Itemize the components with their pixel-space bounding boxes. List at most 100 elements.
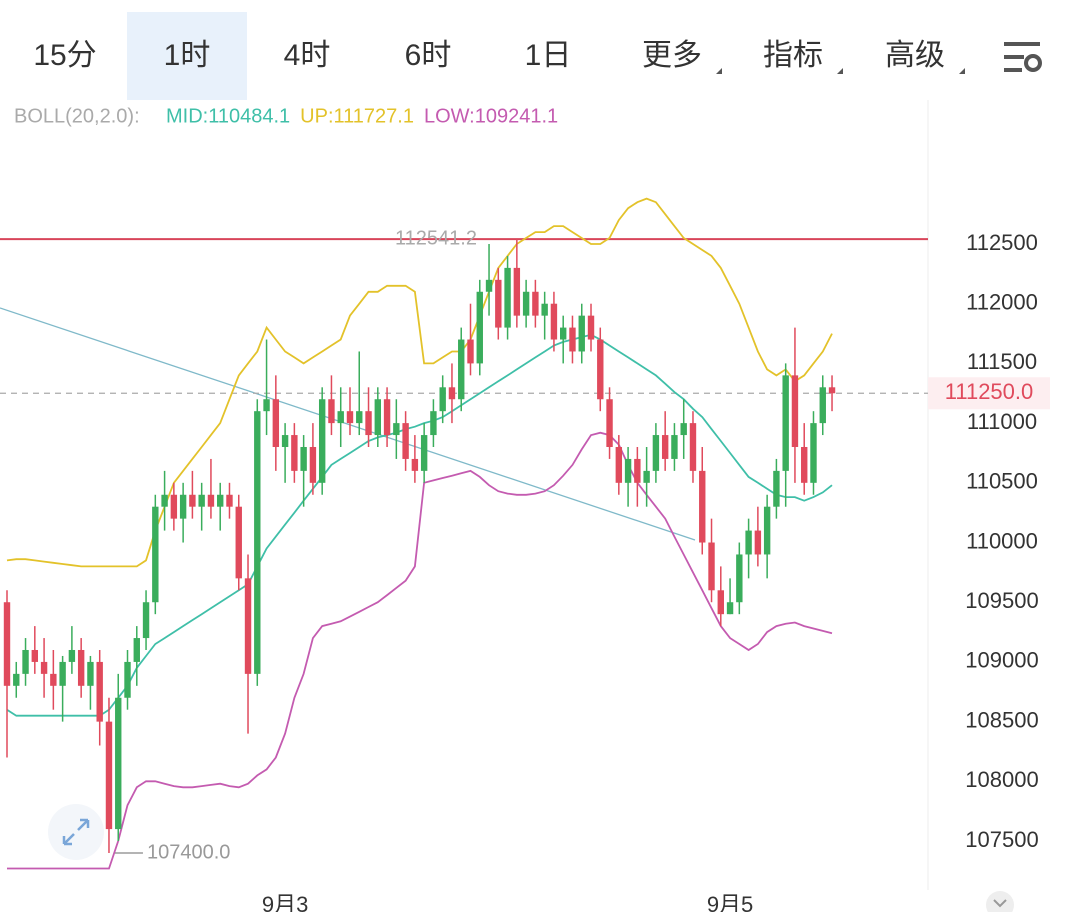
candle-body: [226, 494, 233, 507]
candle-body: [179, 494, 187, 519]
candle-body: [374, 399, 381, 436]
candle-body: [235, 506, 242, 579]
candle-body: [578, 315, 585, 352]
candle-body: [346, 411, 354, 424]
candle-body: [328, 399, 335, 424]
candle-body: [828, 387, 836, 394]
trend-line: [0, 307, 696, 541]
tab[interactable]: 高级: [885, 39, 945, 72]
candle-body: [801, 446, 808, 483]
band-line: [6, 333, 833, 717]
candle-body: [77, 649, 85, 686]
candle-body: [476, 291, 483, 364]
candle-body: [40, 661, 48, 674]
candle-body: [170, 494, 178, 519]
candle-body: [337, 411, 344, 424]
candle-body: [541, 303, 548, 316]
candle-body: [272, 399, 280, 447]
candle-body: [161, 494, 168, 507]
candle-body: [142, 602, 150, 639]
tab[interactable]: 15分: [33, 39, 96, 72]
candle-body: [291, 435, 298, 471]
candle-body: [50, 673, 57, 686]
tab[interactable]: 4时: [284, 39, 331, 72]
candle-body: [68, 649, 76, 662]
tab[interactable]: 6时: [405, 39, 452, 72]
legend-entry: LOW:109241.1: [424, 105, 558, 127]
candle-body: [810, 423, 817, 483]
candle-body: [402, 423, 409, 459]
candle-body: [597, 339, 604, 400]
candle-body: [652, 435, 660, 471]
candle-body: [736, 554, 743, 603]
high-label: 112541.2: [395, 227, 477, 249]
low-marker-label: 107400.0: [147, 841, 230, 863]
candle-body: [495, 279, 502, 328]
y-tick-label: 111500: [967, 349, 1037, 374]
candle-body: [430, 411, 437, 436]
candle-body: [726, 602, 734, 615]
candle-body: [745, 530, 752, 555]
candle-body: [420, 435, 428, 471]
tab[interactable]: 1时: [164, 39, 211, 72]
indicator-title: BOLL(20,2.0):: [14, 105, 140, 127]
candle-body: [671, 435, 678, 459]
candle-body: [318, 399, 326, 483]
candle-body: [13, 673, 20, 686]
candle-body: [244, 578, 252, 674]
scroll-icon[interactable]: [986, 891, 1014, 912]
dropdown-caret: [837, 68, 843, 74]
y-tick-label: 110500: [966, 469, 1038, 494]
candle-body: [281, 435, 289, 447]
candle-body: [356, 411, 363, 424]
y-tick-label: 107500: [965, 827, 1038, 852]
candle-body: [689, 423, 697, 471]
candle-body: [467, 339, 474, 364]
candle-body: [717, 590, 724, 615]
candle-body: [448, 387, 456, 400]
candle-body: [87, 661, 94, 686]
candle-body: [485, 279, 493, 292]
x-tick-label: 9月5: [707, 892, 753, 912]
candle-body: [365, 411, 372, 436]
candle-body: [763, 506, 771, 555]
candle-body: [791, 375, 799, 447]
candle-body: [198, 494, 205, 507]
y-tick-label: 108500: [965, 707, 1038, 732]
dropdown-caret: [959, 68, 965, 74]
candle-body: [532, 291, 539, 316]
candle-body: [96, 661, 103, 722]
candle-body: [513, 267, 521, 316]
candle-body: [643, 470, 650, 483]
last-price-bg: [928, 377, 1050, 410]
candle-body: [550, 303, 558, 340]
y-tick-label: 109000: [965, 648, 1038, 673]
candle-body: [217, 494, 224, 507]
settings-icon[interactable]: [1004, 42, 1042, 72]
candle-body: [699, 470, 706, 543]
tab[interactable]: 更多: [642, 39, 702, 72]
candle-body: [708, 542, 715, 591]
y-tick-label: 111000: [967, 409, 1037, 434]
tab[interactable]: 1日: [525, 39, 572, 72]
candle-body: [105, 721, 113, 830]
candle-body: [152, 506, 159, 603]
candle-body: [624, 458, 632, 483]
expand-icon[interactable]: [48, 804, 104, 860]
candle-body: [439, 387, 446, 412]
x-tick-label: 9月3: [262, 892, 308, 912]
candle-body: [31, 649, 39, 662]
candle-body: [680, 423, 687, 436]
candle-body: [522, 291, 530, 316]
tab[interactable]: 指标: [763, 39, 823, 72]
candle-body: [615, 446, 623, 483]
candle-body: [606, 399, 613, 447]
candle-body: [569, 327, 576, 352]
candle-body: [819, 387, 826, 424]
candle-body: [3, 602, 11, 686]
candle-body: [263, 399, 270, 412]
candle-body: [133, 638, 140, 662]
candle-body: [634, 458, 641, 483]
